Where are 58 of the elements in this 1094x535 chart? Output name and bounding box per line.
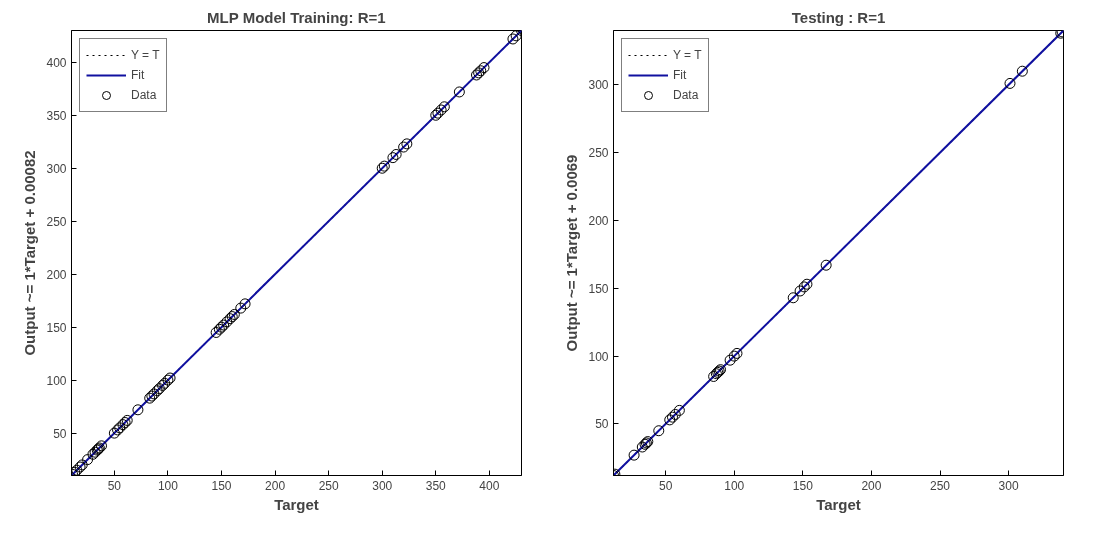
y-tick-label: 100 (588, 349, 609, 364)
legend-label: Data (673, 88, 699, 102)
x-tick-label: 50 (107, 478, 122, 493)
x-tick-label: 300 (372, 478, 393, 493)
y-axis-title: Output ~= 1*Target + 0.0069 (563, 154, 581, 352)
point (453, 86, 465, 98)
x-tick-label: 350 (425, 478, 447, 493)
y-tick-label: 50 (595, 417, 609, 432)
x-tick-label: 250 (318, 478, 339, 493)
point (387, 152, 399, 164)
chart-title: MLP Model Training: R=1 (207, 8, 386, 26)
x-tick-label: 100 (724, 478, 745, 493)
point (787, 292, 799, 304)
y-tick-label: 150 (588, 281, 609, 296)
x-tick-label: 150 (792, 478, 814, 493)
legend-label: Fit (131, 68, 146, 82)
point (235, 302, 247, 314)
point (1016, 65, 1028, 77)
y-tick-label: 50 (53, 426, 67, 441)
y-tick-label: 250 (46, 214, 67, 229)
x-tick-label: 50 (658, 478, 673, 493)
point (239, 298, 251, 310)
point (390, 148, 402, 160)
legend-label: Data (131, 88, 157, 102)
y-tick-label: 300 (588, 78, 609, 93)
x-axis-title: Target (816, 495, 861, 513)
y-axis-title: Output ~= 1*Target + 0.00082 (21, 150, 39, 356)
legend-label: Y = T (673, 48, 702, 62)
y-tick-label: 200 (46, 267, 67, 282)
y-tick-label: 200 (588, 213, 609, 228)
point (82, 454, 94, 466)
x-tick-label: 300 (998, 478, 1019, 493)
x-tick-label: 150 (211, 478, 232, 493)
point (1004, 77, 1016, 89)
x-axis-title: Target (274, 495, 319, 513)
y-tick-label: 350 (46, 108, 67, 123)
legend-label: Fit (673, 68, 688, 82)
point (673, 404, 685, 416)
y-tick-label: 300 (46, 161, 67, 176)
x-tick-label: 100 (157, 478, 179, 493)
y-tick-label: 100 (46, 373, 67, 388)
y-tick-label: 250 (588, 146, 609, 161)
point (653, 425, 665, 437)
x-tick-label: 200 (861, 478, 882, 493)
x-tick-label: 250 (930, 478, 951, 493)
chart-title: Testing : R=1 (791, 8, 886, 26)
point (628, 449, 640, 461)
x-tick-label: 400 (479, 478, 500, 493)
legend-label: Y = T (131, 48, 160, 62)
point (108, 427, 120, 439)
point (724, 354, 736, 366)
y-tick-label: 400 (46, 55, 67, 70)
point (820, 259, 832, 271)
y-tick-label: 150 (46, 320, 67, 335)
point (794, 285, 806, 297)
point (636, 441, 648, 453)
x-tick-label: 200 (265, 478, 286, 493)
point (132, 404, 144, 416)
